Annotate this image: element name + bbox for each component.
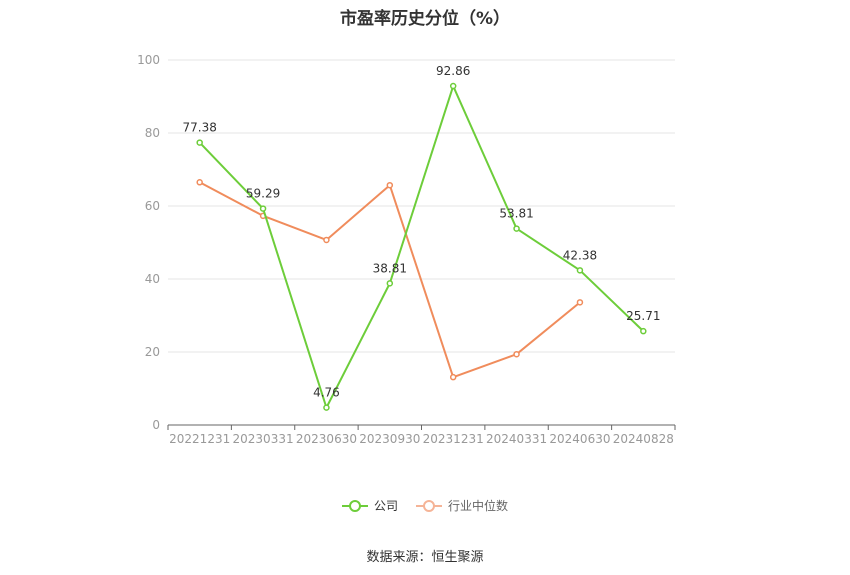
legend: 公司 行业中位数 bbox=[0, 497, 850, 514]
y-tick-label: 60 bbox=[145, 199, 160, 213]
data-point-company bbox=[576, 267, 584, 274]
x-tick-label: 20221231 bbox=[169, 432, 230, 446]
data-labels: 77.38 59.29 4.76 38.81 92.86 53.81 42.38 25.71 bbox=[183, 64, 661, 400]
data-point-company bbox=[196, 139, 203, 146]
data-point-company bbox=[386, 280, 394, 287]
data-source: 数据来源：恒生聚源 bbox=[366, 550, 484, 565]
data-point-industry bbox=[449, 373, 457, 381]
data-point-company bbox=[640, 327, 647, 335]
series-line-company bbox=[198, 85, 645, 409]
data-point-industry bbox=[576, 299, 584, 306]
y-tick-label: 40 bbox=[145, 272, 160, 286]
chart-title: 市盈率历史分位（%） bbox=[339, 9, 511, 29]
data-label-company: 92.86 bbox=[436, 64, 470, 78]
legend-item-industry[interactable]: 行业中位数 bbox=[416, 497, 508, 514]
data-label-company: 25.71 bbox=[626, 309, 660, 323]
data-label-company: 38.81 bbox=[373, 261, 407, 275]
data-point-company bbox=[259, 205, 267, 212]
y-tick-label: 20 bbox=[145, 345, 160, 359]
legend-marker-company bbox=[341, 499, 368, 512]
legend-marker-industry bbox=[416, 499, 442, 512]
x-tick-label: 20230331 bbox=[233, 432, 294, 446]
y-tick-label: 100 bbox=[137, 53, 160, 67]
x-tick-label: 20240630 bbox=[549, 432, 610, 446]
data-point-industry bbox=[513, 350, 520, 358]
x-tick-label: 20231231 bbox=[423, 432, 484, 446]
legend-item-company[interactable]: 公司 bbox=[341, 497, 398, 514]
legend-label-company: 公司 bbox=[373, 499, 398, 513]
series bbox=[196, 82, 647, 411]
data-point-company bbox=[323, 404, 330, 411]
x-tick-label: 20240331 bbox=[486, 432, 547, 446]
x-tick-label: 20230630 bbox=[296, 432, 357, 446]
data-point-industry bbox=[196, 179, 203, 186]
data-point-industry bbox=[386, 181, 394, 189]
data-label-company: 4.76 bbox=[313, 386, 340, 400]
data-label-company: 42.38 bbox=[563, 248, 597, 262]
x-tick-label: 20240828 bbox=[613, 432, 674, 446]
x-tick-label: 20230930 bbox=[359, 432, 420, 446]
data-label-company: 59.29 bbox=[246, 187, 280, 201]
data-point-company bbox=[449, 82, 457, 90]
data-point-industry bbox=[323, 236, 330, 244]
y-tick-label: 80 bbox=[145, 126, 160, 140]
y-tick-label: 0 bbox=[152, 418, 160, 432]
data-label-company: 77.38 bbox=[183, 121, 217, 135]
legend-label-industry: 行业中位数 bbox=[448, 499, 509, 513]
data-point-company bbox=[513, 225, 520, 232]
data-label-company: 53.81 bbox=[499, 207, 533, 221]
